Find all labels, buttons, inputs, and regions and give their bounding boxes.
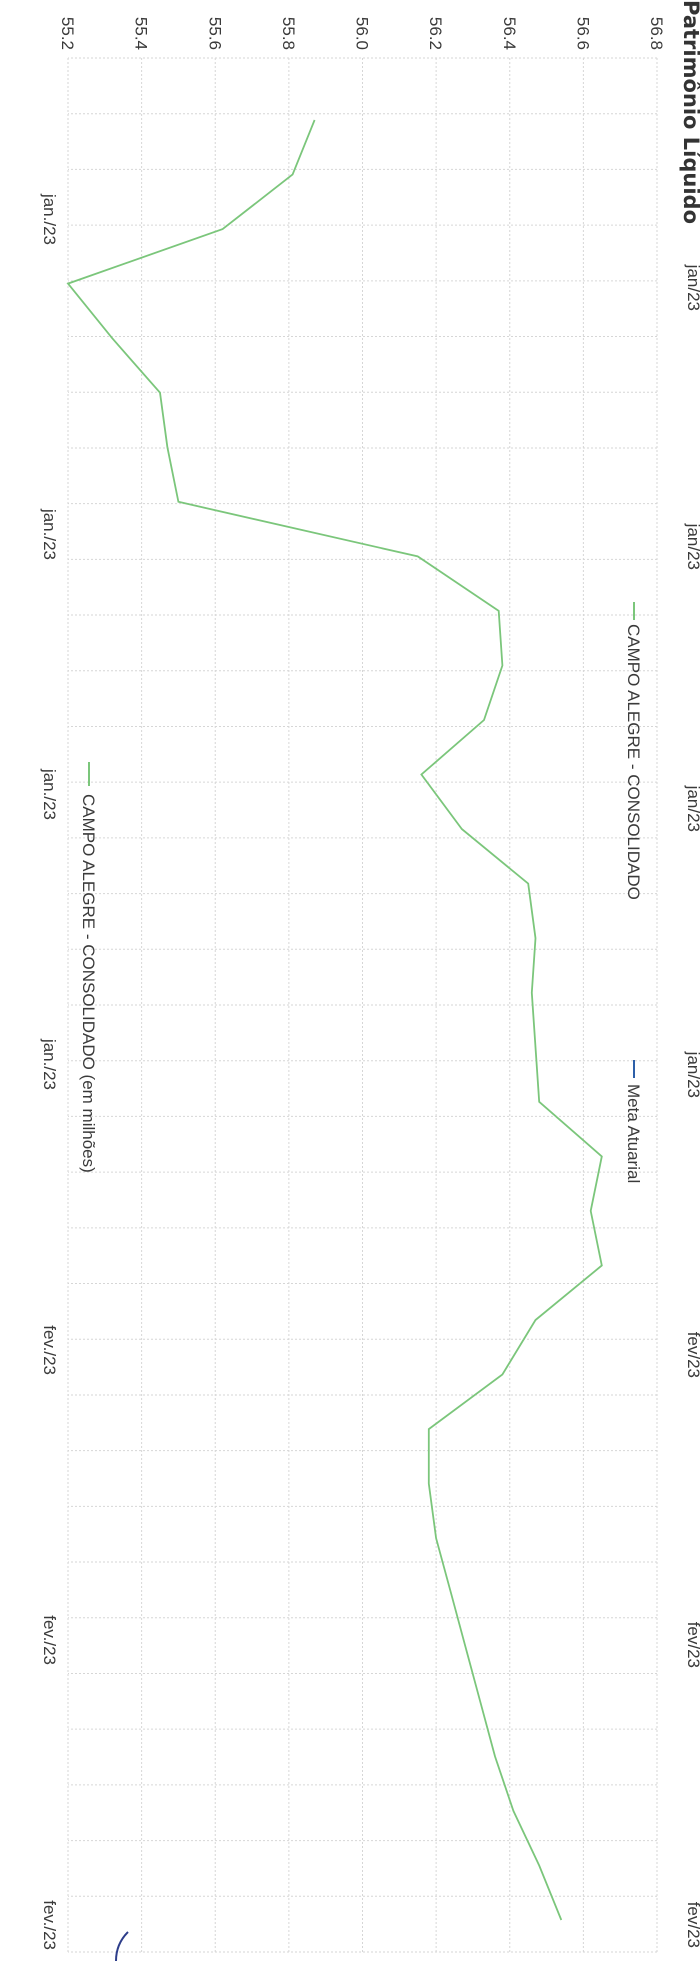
y-axis-ticks: 56.8 56.6 56.4 56.2 56.0 55.8 55.6 55.4 55.2 <box>58 17 666 50</box>
y-tick-label: 56.2 <box>426 17 445 50</box>
legend-label-campo: CAMPO ALEGRE - CONSOLIDADO (em milhões) <box>79 794 98 1173</box>
y-tick-label: 56.4 <box>500 17 519 50</box>
top-axis-label: fev/23 <box>684 1332 700 1378</box>
top-axis-label: fev/23 <box>684 1902 700 1948</box>
top-axis-ticks: jan/23 jan/23 jan/23 jan/23 fev/23 fev/23 fev/… <box>684 264 700 1948</box>
top-axis-label: fev/23 <box>684 1622 700 1668</box>
chart-title: Patrimônio Líquido <box>679 0 700 224</box>
x-tick-label: jan./23 <box>40 508 59 560</box>
gridlines <box>67 57 658 1953</box>
rotated-chart-area: Patrimônio Líquido 56.856.656.456.256.05… <box>40 0 700 1953</box>
legend-top-label-campo: CAMPO ALEGRE - CONSOLIDADO <box>624 624 643 900</box>
y-tick-label: 55.4 <box>132 17 151 50</box>
x-tick-label: fev./23 <box>40 1325 59 1375</box>
top-axis-label: jan/23 <box>684 264 700 311</box>
y-tick-label: 55.8 <box>279 17 298 50</box>
x-tick-label: jan./23 <box>40 1038 59 1090</box>
y-tick-label: 55.2 <box>58 17 77 50</box>
legend-bottom: CAMPO ALEGRE - CONSOLIDADO (em milhões) <box>79 762 98 1173</box>
x-tick-label: jan./23 <box>40 768 59 820</box>
x-tick-label: fev./23 <box>40 1615 59 1665</box>
y-tick-label: 55.6 <box>205 17 224 50</box>
x-axis-ticks: jan./23 jan./23 jan./23 jan./23 fev./23 fev./… <box>40 193 59 1950</box>
y-tick-label: 56.6 <box>573 17 592 50</box>
x-tick-label: jan./23 <box>40 193 59 245</box>
plot-area <box>66 119 603 1921</box>
x-tick-label: fev./23 <box>40 1900 59 1950</box>
top-axis-label: jan/23 <box>684 523 700 570</box>
legend-top: CAMPO ALEGRE - CONSOLIDADO Meta Atuarial <box>624 602 643 1183</box>
top-axis-label: jan/23 <box>684 1051 700 1098</box>
y-tick-label: 56.0 <box>353 17 372 50</box>
legend-top-label-meta: Meta Atuarial <box>624 1084 643 1183</box>
y-tick-label: 56.8 <box>647 17 666 50</box>
stray-curve-mark <box>115 1931 129 1961</box>
series-line-campo-alegre <box>66 119 603 1921</box>
top-axis-label: jan/23 <box>684 785 700 832</box>
